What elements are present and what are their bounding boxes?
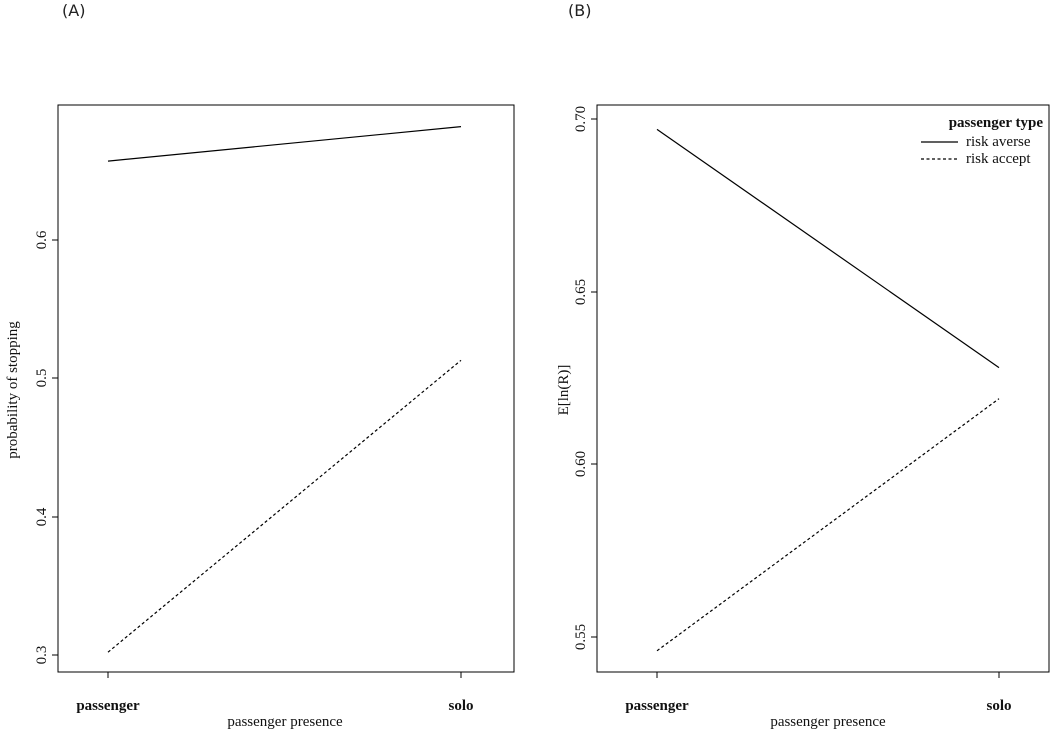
panel-b-plot-frame — [596, 104, 1050, 673]
panel-a-xtick-label-1: solo — [448, 698, 473, 714]
legend: passenger type risk averse risk accept — [921, 115, 1043, 167]
panel-b-x-axis-title: passenger presence — [770, 714, 886, 730]
legend-label-risk-averse: risk averse — [966, 134, 1031, 150]
panel-b-series-risk-averse — [656, 128, 1000, 369]
panel-a: (A) 0.3 0.4 0.5 0.6 passenger solo passe… — [5, 1, 515, 730]
panel-b-ytick-label-3: 0.70 — [573, 106, 589, 132]
panel-a-x-axis-title: passenger presence — [227, 714, 343, 730]
panel-a-label: (A) — [62, 1, 85, 20]
panel-b-xtick-label-1: solo — [986, 698, 1011, 714]
panel-b-series-risk-accept — [656, 398, 1000, 652]
legend-label-risk-accept: risk accept — [966, 151, 1031, 167]
panel-a-y-axis-title: probability of stopping — [5, 321, 21, 459]
panel-a-series-risk-accept — [107, 359, 462, 653]
panel-b-ytick-label-0: 0.55 — [573, 624, 589, 650]
panel-b-ytick-label-1: 0.60 — [573, 451, 589, 477]
panel-b-xtick-label-0: passenger — [625, 698, 689, 714]
panel-a-xtick-label-0: passenger — [76, 698, 140, 714]
panel-b-ytick-label-2: 0.65 — [573, 279, 589, 305]
panel-a-plot-frame — [57, 104, 515, 673]
panel-a-series-risk-averse — [107, 126, 462, 162]
legend-title: passenger type — [949, 115, 1044, 131]
panel-b-y-axis-title: E[ln(R)] — [556, 365, 572, 416]
panel-a-ytick-label-0: 0.3 — [34, 646, 50, 665]
panel-a-ytick-label-3: 0.6 — [34, 230, 50, 249]
panel-a-ytick-label-1: 0.4 — [34, 507, 50, 526]
panel-a-ytick-label-2: 0.5 — [34, 369, 50, 388]
panel-b-label: (B) — [568, 1, 591, 20]
panel-b: (B) 0.55 0.60 0.65 0.70 passenger solo p… — [556, 1, 1050, 730]
